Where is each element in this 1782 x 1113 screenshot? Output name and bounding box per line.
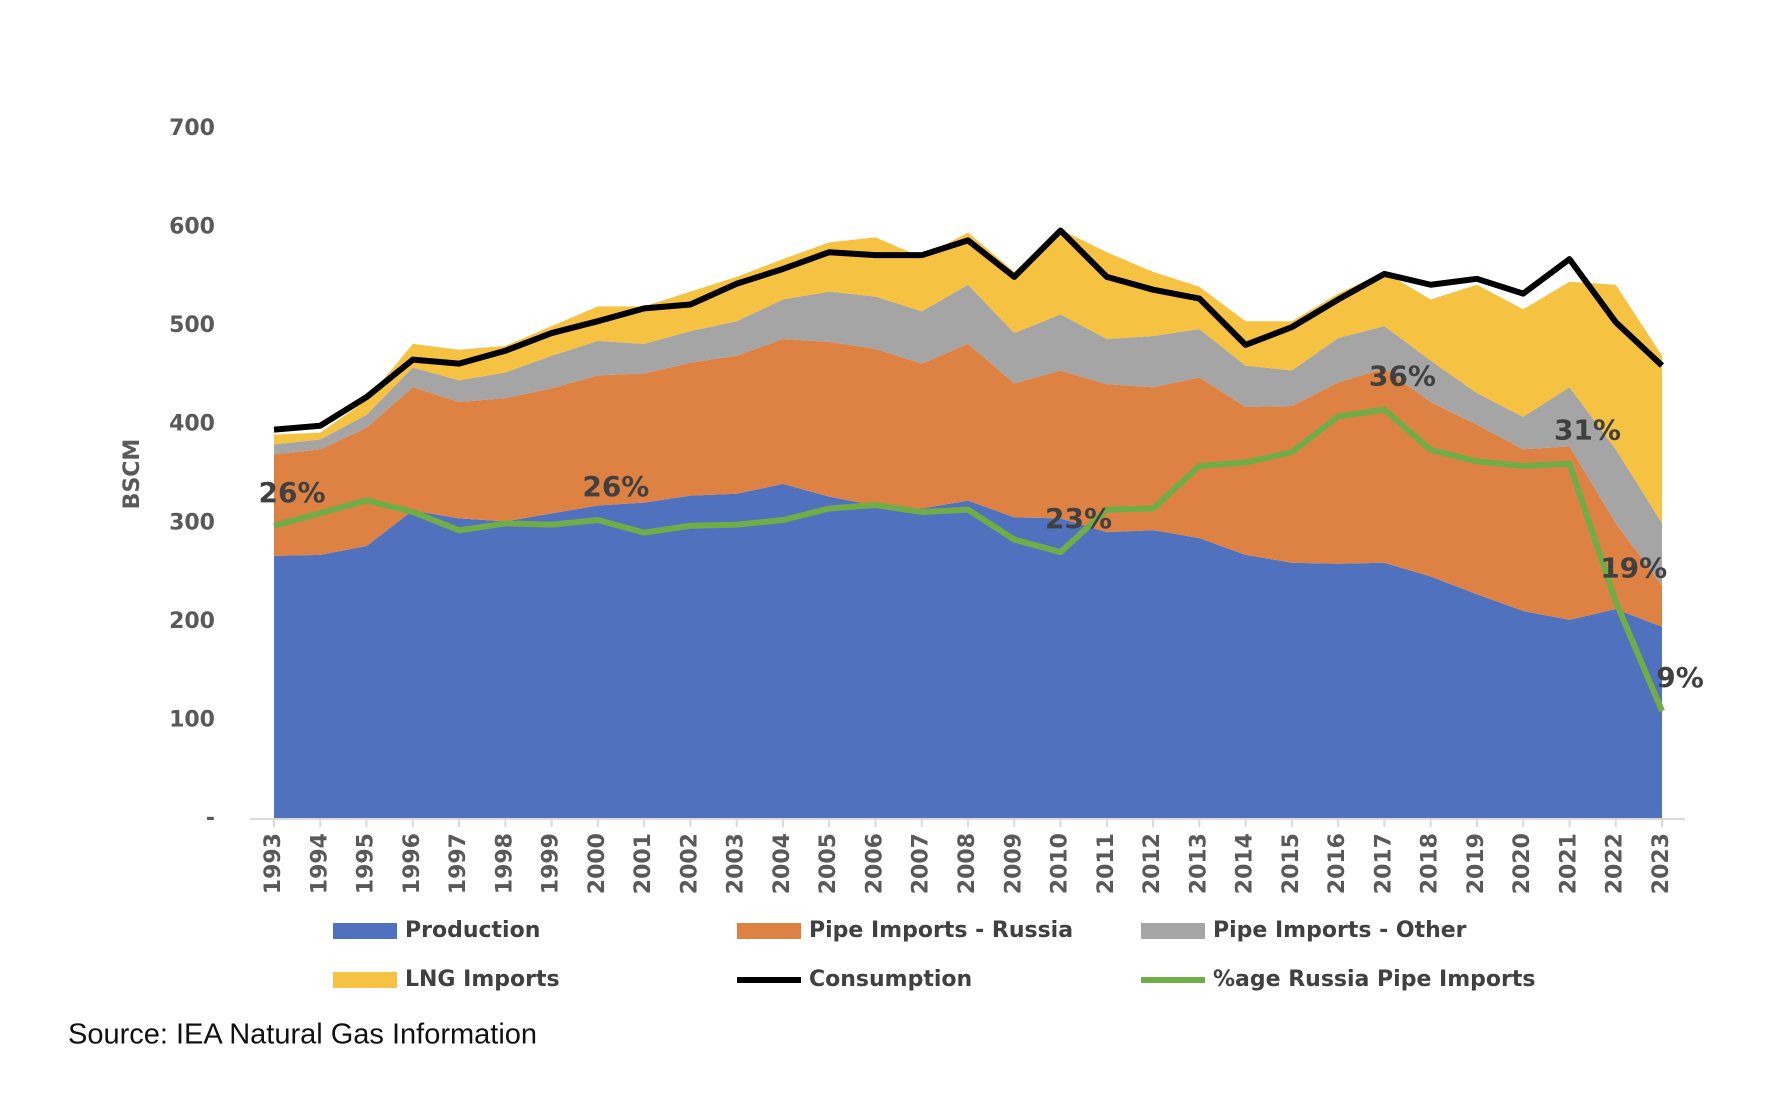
x-tick-label: 2016: [1325, 833, 1350, 894]
y-tick-label: 600: [169, 215, 215, 240]
area-series: [274, 284, 1662, 586]
x-tick-label: 1996: [400, 833, 425, 894]
plot-area: [274, 229, 1662, 819]
y-tick-label: 400: [169, 412, 215, 437]
line-series: [273, 227, 1665, 433]
x-tick-label: 2000: [585, 833, 610, 894]
x-tick-label: 1999: [539, 833, 564, 894]
x-tick-label: 2001: [631, 833, 656, 894]
legend-swatch: [737, 923, 801, 939]
x-tick-label: 2010: [1048, 833, 1073, 894]
area-series: [274, 338, 1662, 627]
x-tick-label: 2014: [1233, 833, 1258, 894]
y-tick-label: 300: [169, 510, 215, 535]
x-tick-label: 2003: [724, 833, 749, 894]
legend-label: %age Russia Pipe Imports: [1213, 967, 1535, 992]
x-tick-label: 2019: [1464, 833, 1489, 894]
y-axis-label: BSCM: [120, 439, 145, 510]
x-tick-label: 2005: [816, 833, 841, 894]
x-tick-label: 2023: [1649, 833, 1674, 894]
x-tick-label: 2011: [1094, 833, 1119, 894]
x-tick-label: 2013: [1186, 833, 1211, 894]
data-label: 26%: [582, 470, 649, 503]
x-tick-label: 2008: [955, 833, 980, 894]
legend-swatch: [333, 923, 397, 939]
y-tick-label: 700: [169, 116, 215, 141]
x-tick-label: 2004: [770, 833, 795, 894]
y-tick-label: -: [206, 806, 215, 831]
x-tick-label: 1995: [354, 833, 379, 894]
y-tick-label: 200: [169, 609, 215, 634]
x-tick-label: 2007: [909, 833, 934, 894]
x-tick-label: 2002: [677, 833, 702, 894]
data-label: 23%: [1045, 502, 1112, 535]
legend-swatch: [333, 972, 397, 988]
x-tick-label: 2017: [1371, 833, 1396, 894]
data-label: 31%: [1554, 414, 1621, 447]
x-tick-label: 2009: [1001, 833, 1026, 894]
y-tick-label: 100: [169, 707, 215, 732]
legend-swatch: [1141, 923, 1205, 939]
data-label: 9%: [1656, 661, 1704, 694]
legend-label: Pipe Imports - Other: [1213, 918, 1467, 943]
line-series: [273, 406, 1665, 713]
data-label: 36%: [1369, 360, 1436, 393]
legend-label: Consumption: [809, 967, 972, 992]
y-tick-label: 500: [169, 313, 215, 338]
x-tick-label: 2020: [1510, 833, 1535, 894]
legend-label: LNG Imports: [405, 967, 560, 992]
x-tick-label: 2006: [862, 833, 887, 894]
x-tick-label: 2012: [1140, 833, 1165, 894]
source-note: Source: IEA Natural Gas Information: [68, 1019, 537, 1051]
data-label: 19%: [1600, 552, 1667, 585]
x-tick-label: 1994: [307, 833, 332, 894]
legend-label: Production: [405, 918, 540, 943]
x-tick-label: 2021: [1556, 833, 1581, 894]
x-tick-label: 2022: [1603, 833, 1628, 894]
data-label: 26%: [258, 476, 325, 509]
x-tick-label: 1997: [446, 833, 471, 894]
x-tick-label: 2015: [1279, 833, 1304, 894]
x-tick-label: 1998: [492, 833, 517, 894]
area-series: [274, 483, 1662, 819]
legend-label: Pipe Imports - Russia: [809, 918, 1073, 943]
x-tick-label: 2018: [1418, 833, 1443, 894]
x-tick-label: 1993: [261, 833, 286, 894]
